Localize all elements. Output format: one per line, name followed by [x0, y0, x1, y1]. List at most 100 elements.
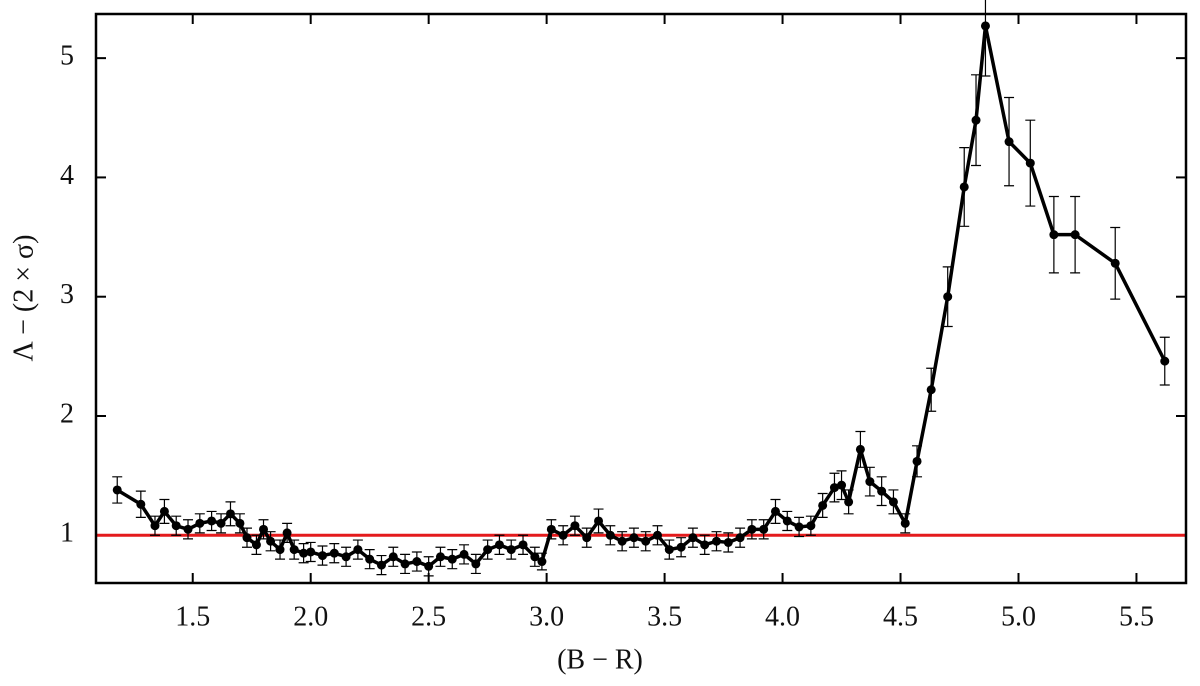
data-point — [435, 552, 445, 562]
data-point — [605, 530, 615, 540]
data-point — [629, 533, 639, 543]
x-tick-label: 3.0 — [529, 601, 564, 632]
data-point — [506, 545, 516, 555]
data-line — [116, 24, 1167, 569]
data-point — [494, 540, 504, 550]
x-tick-label: 2.0 — [293, 601, 328, 632]
data-point — [459, 549, 469, 559]
data-point — [723, 537, 733, 547]
data-point — [1004, 137, 1014, 147]
data-point — [266, 536, 276, 546]
data-point — [299, 548, 309, 558]
data-point — [912, 456, 922, 466]
data-point — [424, 561, 434, 571]
x-tick-label: 3.5 — [647, 601, 682, 632]
data-point — [216, 518, 226, 528]
data-point — [735, 533, 745, 543]
x-tick-label: 4.0 — [765, 601, 800, 632]
data-point — [782, 516, 792, 526]
data-point — [653, 530, 663, 540]
data-point — [518, 540, 528, 550]
data-point — [617, 536, 627, 546]
x-axis-label: (B − R) — [557, 644, 643, 675]
x-tick-label: 5.5 — [1119, 601, 1154, 632]
data-point — [664, 545, 674, 555]
y-tick-label: 4 — [60, 160, 74, 191]
data-point — [341, 552, 351, 562]
data-point — [275, 545, 285, 555]
data-point — [412, 557, 422, 567]
data-point — [471, 559, 481, 569]
x-tick-label: 4.5 — [883, 601, 918, 632]
data-point — [570, 521, 580, 531]
data-point — [818, 500, 828, 510]
data-point — [483, 545, 493, 555]
data-point — [877, 486, 887, 496]
data-point — [388, 552, 398, 562]
data-point — [251, 540, 261, 550]
data-point — [688, 533, 698, 543]
data-point — [207, 516, 217, 526]
data-point — [855, 444, 865, 454]
data-point — [195, 518, 205, 528]
data-point — [943, 292, 953, 302]
data-point — [676, 542, 686, 552]
data-point — [700, 540, 710, 550]
data-point — [794, 522, 804, 532]
data-point — [329, 548, 339, 558]
data-point — [971, 115, 981, 125]
data-point — [1070, 230, 1080, 240]
data-point — [365, 554, 375, 564]
data-point — [183, 524, 193, 534]
data-point — [235, 518, 245, 528]
data-point — [306, 547, 316, 557]
data-point — [837, 480, 847, 490]
x-tick-label: 1.5 — [175, 601, 210, 632]
data-point — [759, 524, 769, 534]
data-point — [400, 559, 410, 569]
data-point — [641, 536, 651, 546]
data-point — [747, 524, 757, 534]
data-point — [865, 477, 875, 487]
y-tick-label: 2 — [60, 398, 74, 429]
data-point — [711, 536, 721, 546]
data-point — [259, 524, 269, 534]
data-point — [558, 530, 568, 540]
data-point — [289, 545, 299, 555]
y-tick-label: 1 — [60, 518, 74, 549]
plot-frame — [94, 12, 1188, 585]
data-point — [888, 497, 898, 507]
data-point — [242, 533, 252, 543]
x-tick-label: 2.5 — [411, 601, 446, 632]
data-point — [844, 497, 854, 507]
data-point — [806, 521, 816, 531]
data-point — [112, 485, 122, 495]
y-tick-label: 5 — [60, 41, 74, 72]
y-tick-label: 3 — [60, 279, 74, 310]
data-point — [770, 506, 780, 516]
y-axis-label: Λ − (2 × σ) — [8, 235, 39, 362]
data-point — [171, 521, 181, 531]
data-point — [829, 483, 839, 493]
data-point — [1160, 356, 1170, 366]
data-point — [537, 557, 547, 567]
data-point — [959, 182, 969, 192]
data-point — [530, 552, 540, 562]
data-point — [980, 21, 990, 31]
data-point — [317, 551, 327, 561]
data-point — [900, 518, 910, 528]
data-point — [546, 524, 556, 534]
data-point — [1049, 230, 1059, 240]
data-point — [594, 516, 604, 526]
data-point — [225, 509, 235, 519]
x-tick-label: 5.0 — [1001, 601, 1036, 632]
data-point — [150, 521, 160, 531]
data-point — [1110, 258, 1120, 268]
data-point — [282, 528, 292, 538]
data-point — [447, 554, 457, 564]
data-point — [136, 499, 146, 509]
data-point — [582, 533, 592, 543]
data-point — [376, 560, 386, 570]
data-point — [1025, 158, 1035, 168]
